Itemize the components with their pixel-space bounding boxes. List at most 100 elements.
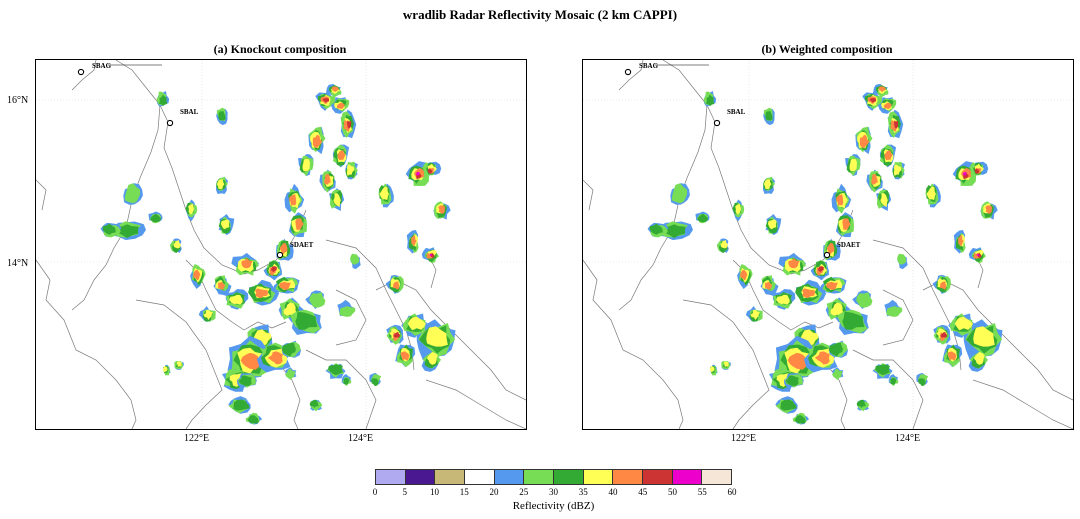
map-panel-knockout[interactable]: SBAG SBAL SDAET	[35, 59, 527, 430]
echo-cell	[880, 193, 888, 207]
echo-cell	[871, 174, 878, 185]
coastline	[682, 299, 770, 429]
echo-cell	[849, 158, 857, 172]
echo-cell	[188, 203, 194, 215]
echo-cell	[973, 352, 985, 365]
echo-cell	[785, 375, 799, 386]
radar-station-marker	[713, 119, 721, 127]
echo-cell	[787, 352, 807, 370]
coastline	[71, 60, 97, 91]
lon-tick-124-a: 124°E	[348, 433, 374, 444]
echo-cell	[240, 352, 260, 370]
colorbar-tick: 30	[549, 487, 558, 497]
echo-cell	[884, 150, 893, 161]
radar-station-label: SBAL	[180, 108, 199, 116]
echo-cell	[379, 186, 389, 200]
radar-map-knockout: SBAG SBAL SDAET	[36, 60, 526, 429]
echo-cell	[346, 164, 355, 176]
echo-cell	[407, 316, 426, 331]
coastline	[71, 60, 161, 311]
echo-cell	[312, 134, 323, 149]
echo-cell	[283, 302, 297, 316]
colorbar-bin-0-5	[376, 470, 406, 484]
echo-cell	[328, 364, 343, 376]
echo-cell	[411, 235, 417, 247]
colorbar-bin-5-10	[405, 470, 436, 484]
echo-cell	[878, 86, 886, 93]
echo-cell	[162, 365, 168, 373]
echo-cell	[331, 86, 339, 93]
echo-cell	[371, 378, 379, 387]
echo-cell	[940, 332, 948, 338]
echo-cell	[794, 415, 806, 424]
radar-station-label: SDAET	[837, 241, 861, 249]
echo-cell	[735, 203, 741, 215]
echo-cell	[295, 311, 318, 330]
echo-cell	[894, 120, 899, 129]
echo-cell	[241, 258, 253, 269]
echo-cell	[814, 351, 830, 365]
echo-cell	[663, 224, 686, 239]
echo-cell	[415, 171, 420, 176]
echo-cell	[216, 179, 225, 190]
echo-cell	[890, 377, 897, 385]
colorbar-tick: 15	[459, 487, 469, 497]
echo-cell	[173, 240, 181, 249]
echo-cell	[788, 258, 800, 269]
echo-cell	[859, 134, 870, 149]
colorbar-tick: 25	[519, 487, 529, 497]
echo-cell	[947, 351, 957, 361]
colorbar-tick: 20	[489, 487, 499, 497]
echo-cell	[985, 205, 993, 214]
map-panel-weighted[interactable]: SBAG SBAL SDAET	[582, 59, 1074, 430]
echo-cell	[116, 224, 139, 239]
echo-cell	[671, 183, 687, 204]
echo-cell	[649, 223, 663, 235]
colorbar-tick: 5	[402, 487, 407, 497]
colorbar-tick: 0	[372, 487, 378, 497]
panel-b-title: (b) Weighted composition	[761, 42, 893, 56]
echo-cell	[324, 174, 331, 185]
echo-cell	[836, 194, 844, 206]
echo-cell	[429, 253, 433, 257]
radar-station-label: SBAG	[639, 62, 659, 70]
echo-cell	[709, 365, 715, 373]
coastline	[583, 179, 594, 211]
echo-cell	[203, 309, 213, 320]
echo-cell	[285, 368, 296, 380]
coastline	[36, 179, 47, 211]
echo-cell	[295, 218, 304, 230]
echo-cell	[238, 375, 252, 386]
echo-cell	[763, 179, 772, 190]
echo-cell	[940, 281, 947, 290]
lon-tick-122-b: 122°E	[731, 433, 757, 444]
colorbar-bin-10-15	[435, 470, 466, 484]
echo-cell	[158, 94, 168, 107]
colorbar-tick: 60	[727, 487, 737, 497]
echo-cell	[229, 294, 243, 305]
echo-cell	[705, 94, 715, 107]
colorbar-bin-15-20	[465, 470, 495, 484]
coastline	[852, 349, 924, 429]
echo-cell	[897, 253, 907, 265]
lon-tick-122-a: 122°E	[184, 433, 210, 444]
echo-cell	[309, 399, 319, 408]
radar-station-marker	[77, 68, 85, 76]
echo-cell	[218, 111, 226, 121]
echo-cell	[974, 168, 980, 174]
colorbar-tick: 35	[578, 487, 588, 497]
coastline	[618, 60, 708, 311]
echo-cell	[962, 171, 967, 176]
echo-cell	[723, 361, 729, 367]
echo-cell	[393, 332, 401, 338]
echo-cell	[255, 288, 268, 299]
coastline	[36, 259, 137, 429]
echo-cell	[247, 415, 259, 424]
coastline	[972, 379, 1073, 429]
echo-cell	[347, 120, 352, 129]
echo-cell	[830, 302, 844, 316]
colorbar-ticks: 0 5 10 15 20 25 30 35 40 45 50 55 60	[372, 487, 737, 499]
echo-cell	[926, 186, 936, 200]
colorbar-tick: 50	[667, 487, 677, 497]
colorbar-bin-50-55	[672, 470, 703, 484]
